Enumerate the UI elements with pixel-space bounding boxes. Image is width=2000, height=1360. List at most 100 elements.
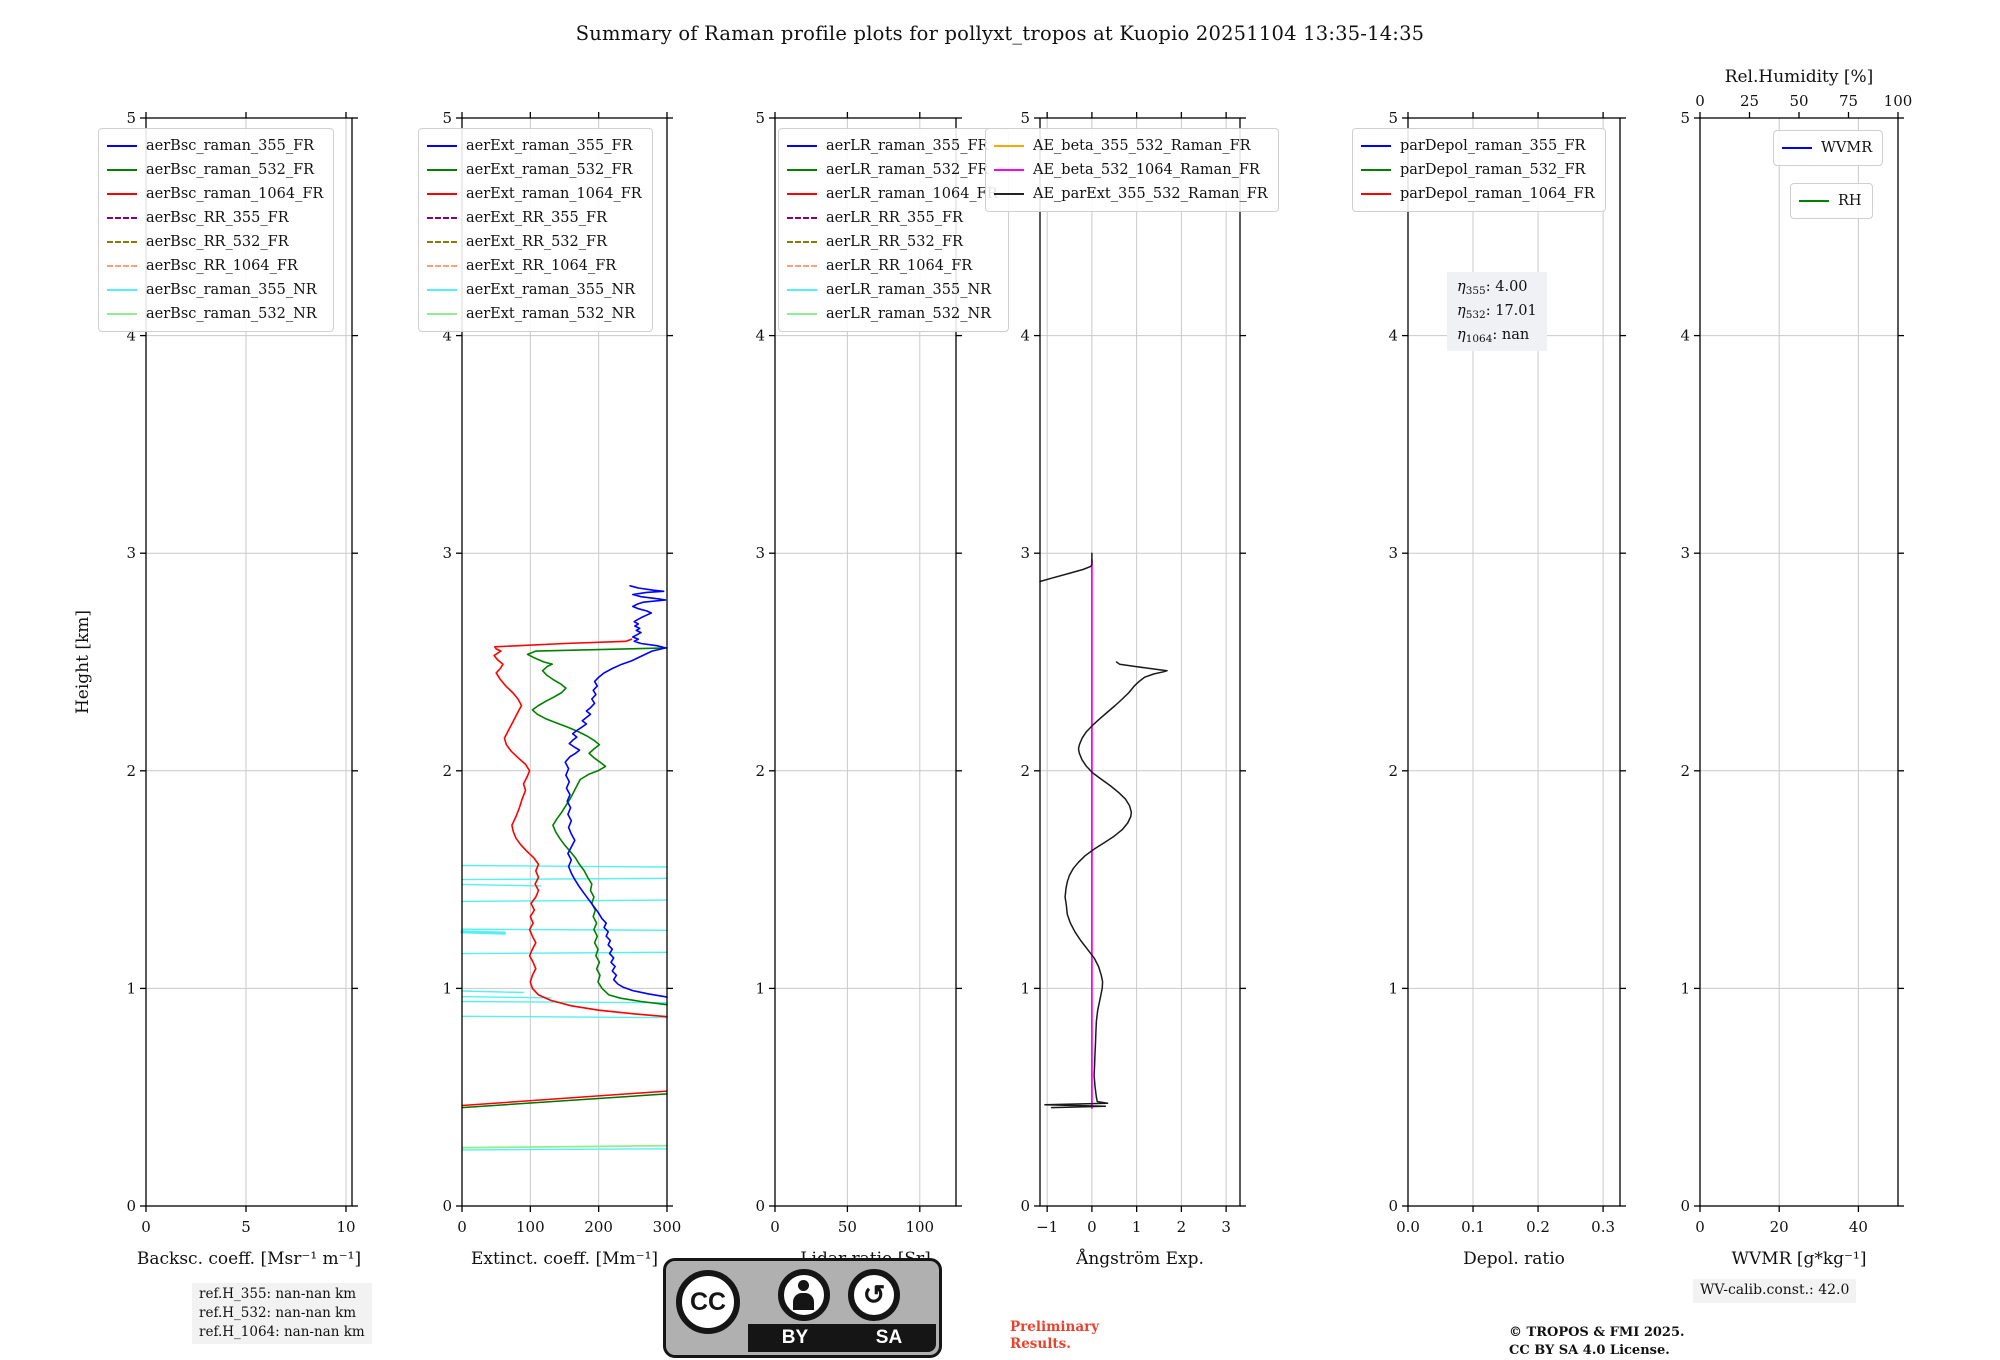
x-tick-label: 2	[1177, 1218, 1187, 1236]
legend-label: aerExt_raman_532_FR	[466, 162, 633, 178]
legend-line-sample	[1782, 147, 1812, 149]
y-tick-label: 0	[755, 1197, 765, 1215]
legend-line-sample	[107, 169, 137, 171]
x-tick-label: 10	[336, 1218, 355, 1236]
legend-label: aerBsc_raman_1064_FR	[146, 186, 324, 202]
panel-frame	[1407, 117, 1621, 1207]
x-tick-label: 100	[516, 1218, 545, 1236]
eta-532: η532: 17.01	[1457, 302, 1537, 321]
series-aerExt_raman_355_NR_seg9	[461, 996, 552, 999]
legend-depol: parDepol_raman_355_FR parDepol_raman_532_…	[1352, 128, 1606, 212]
cc-logo-icon: CC	[676, 1270, 740, 1334]
y-tick-label: 4	[1020, 327, 1030, 345]
legend-item: aerExt_RR_1064_FR	[427, 254, 642, 278]
wv-calibration-annotation: WV-calib.const.: 42.0	[1693, 1279, 1857, 1303]
ref-height-annotation: ref.H_355: nan-nan km ref.H_532: nan-nan…	[192, 1283, 372, 1345]
y-tick-label: 4	[126, 327, 136, 345]
legend-label: aerExt_RR_1064_FR	[466, 258, 617, 274]
series-aerExt_raman_355_NR_seg7	[461, 951, 668, 955]
x-tick-label: 0.3	[1591, 1218, 1615, 1236]
y-tick-label: 1	[755, 979, 765, 997]
copyright-note: © TROPOS & FMI 2025. CC BY SA 4.0 Licens…	[1509, 1325, 1685, 1358]
x-tick-label: 50	[838, 1218, 857, 1236]
panel-angstrom: −1 0 1 2 3 0 1 2 3 4 5 Ångström Exp.	[1020, 109, 1246, 1269]
series-aerExt_raman_355_NR_seg1	[461, 864, 668, 868]
legend-item: aerBsc_raman_355_FR	[107, 134, 323, 158]
legend-wvmr: WVMR	[1773, 130, 1884, 166]
x-axis-label-angstrom: Ångström Exp.	[1075, 1248, 1204, 1269]
legend-label: aerLR_raman_532_FR	[826, 162, 989, 178]
x-tick-label: 0.1	[1461, 1218, 1485, 1236]
legend-item: aerLR_raman_1064_FR	[787, 182, 998, 206]
series-aerExt_raman_355_NR_seg11	[461, 1015, 668, 1019]
y-tick-label: 5	[126, 109, 136, 127]
y-tick-label: 1	[126, 979, 136, 997]
series-AE_parExt_355_532_Raman_FR_top	[1039, 552, 1093, 583]
legend-line-sample	[427, 241, 457, 243]
legend-label: RH	[1838, 193, 1862, 209]
legend-line-sample	[107, 145, 137, 147]
legend-item: aerLR_raman_532_NR	[787, 302, 998, 326]
legend-line-sample	[427, 289, 457, 291]
y-tick-label: 2	[755, 762, 765, 780]
y-tick-label: 2	[1388, 762, 1398, 780]
legend-item: AE_beta_532_1064_Raman_FR	[994, 158, 1268, 182]
legend-line-sample	[787, 193, 817, 195]
x-tick-label: 0	[770, 1218, 780, 1236]
y-tick-label: 1	[1020, 979, 1030, 997]
top-axis-tick-label: 25	[1740, 92, 1759, 110]
legend-item: aerLR_raman_532_FR	[787, 158, 998, 182]
legend-line-sample	[107, 193, 137, 195]
x-tick-label: 3	[1221, 1218, 1231, 1236]
legend-item: aerExt_RR_355_FR	[427, 206, 642, 230]
x-tick-label: 40	[1849, 1218, 1868, 1236]
legend-item: aerLR_RR_1064_FR	[787, 254, 998, 278]
legend-label: AE_beta_532_1064_Raman_FR	[1033, 162, 1260, 178]
legend-label: aerExt_RR_532_FR	[466, 234, 607, 250]
legend-item: aerBsc_RR_532_FR	[107, 230, 323, 254]
preliminary-results-note: Preliminary Results.	[1010, 1319, 1100, 1352]
legend-line-sample	[994, 145, 1024, 147]
x-tick-label: 20	[1770, 1218, 1789, 1236]
y-tick-label: 0	[442, 1197, 452, 1215]
x-tick-label: 0	[141, 1218, 151, 1236]
x-tick-label: −1	[1036, 1218, 1058, 1236]
legend-item: aerExt_raman_355_NR	[427, 278, 642, 302]
top-axis-tick-label: 0	[1695, 92, 1705, 110]
legend-line-sample	[787, 217, 817, 219]
x-tick-label: 200	[584, 1218, 613, 1236]
legend-line-sample	[994, 193, 1024, 195]
panel-backscatter: 0 5 10 0 1 2 3 4 5 Backsc. coeff. [Msr⁻¹ m⁻¹]	[126, 109, 361, 1269]
top-axis-tick-label: 75	[1839, 92, 1858, 110]
legend-item: parDepol_raman_355_FR	[1361, 134, 1595, 158]
legend-label: aerBsc_raman_532_FR	[146, 162, 315, 178]
legend-line-sample	[1361, 169, 1391, 171]
series-aerExt_raman_355_NR_seg8	[461, 990, 525, 994]
legend-label: AE_beta_355_532_Raman_FR	[1033, 138, 1251, 154]
legend-item: aerExt_raman_355_FR	[427, 134, 642, 158]
legend-line-sample	[1799, 200, 1829, 202]
series-aerExt_raman_355_NR_seg10	[461, 1000, 668, 1004]
panel-wvmr: 0 20 40 0 1 2 3 4 5 WVMR [g*kg⁻¹] 0 25 50 75 100 Rel.Hu…	[1680, 67, 1912, 1269]
legend-label: aerBsc_raman_355_FR	[146, 138, 315, 154]
legend-label: parDepol_raman_1064_FR	[1400, 186, 1595, 202]
legend-label: parDepol_raman_355_FR	[1400, 138, 1586, 154]
legend-label: aerBsc_RR_1064_FR	[146, 258, 298, 274]
legend-label: aerLR_raman_355_FR	[826, 138, 989, 154]
legend-line-sample	[107, 241, 137, 243]
y-tick-label: 5	[755, 109, 765, 127]
legend-label: aerLR_RR_532_FR	[826, 234, 963, 250]
legend-line-sample	[107, 217, 137, 219]
eta-355: η355: 4.00	[1457, 279, 1528, 297]
ref-h-532: ref.H_532: nan-nan km	[199, 1305, 357, 1322]
legend-line-sample	[787, 241, 817, 243]
x-axis-label-depol: Depol. ratio	[1463, 1249, 1565, 1269]
series-aerExt_raman_532_FR_low	[461, 1093, 668, 1109]
legend-item: aerBsc_RR_1064_FR	[107, 254, 323, 278]
series-aerExt_raman_1064_FR_low	[461, 1090, 668, 1107]
legend-label: aerExt_raman_1064_FR	[466, 186, 642, 202]
legend-item: aerLR_raman_355_FR	[787, 134, 998, 158]
legend-label: aerExt_raman_355_NR	[466, 282, 636, 298]
x-tick-label: 1	[1132, 1218, 1142, 1236]
